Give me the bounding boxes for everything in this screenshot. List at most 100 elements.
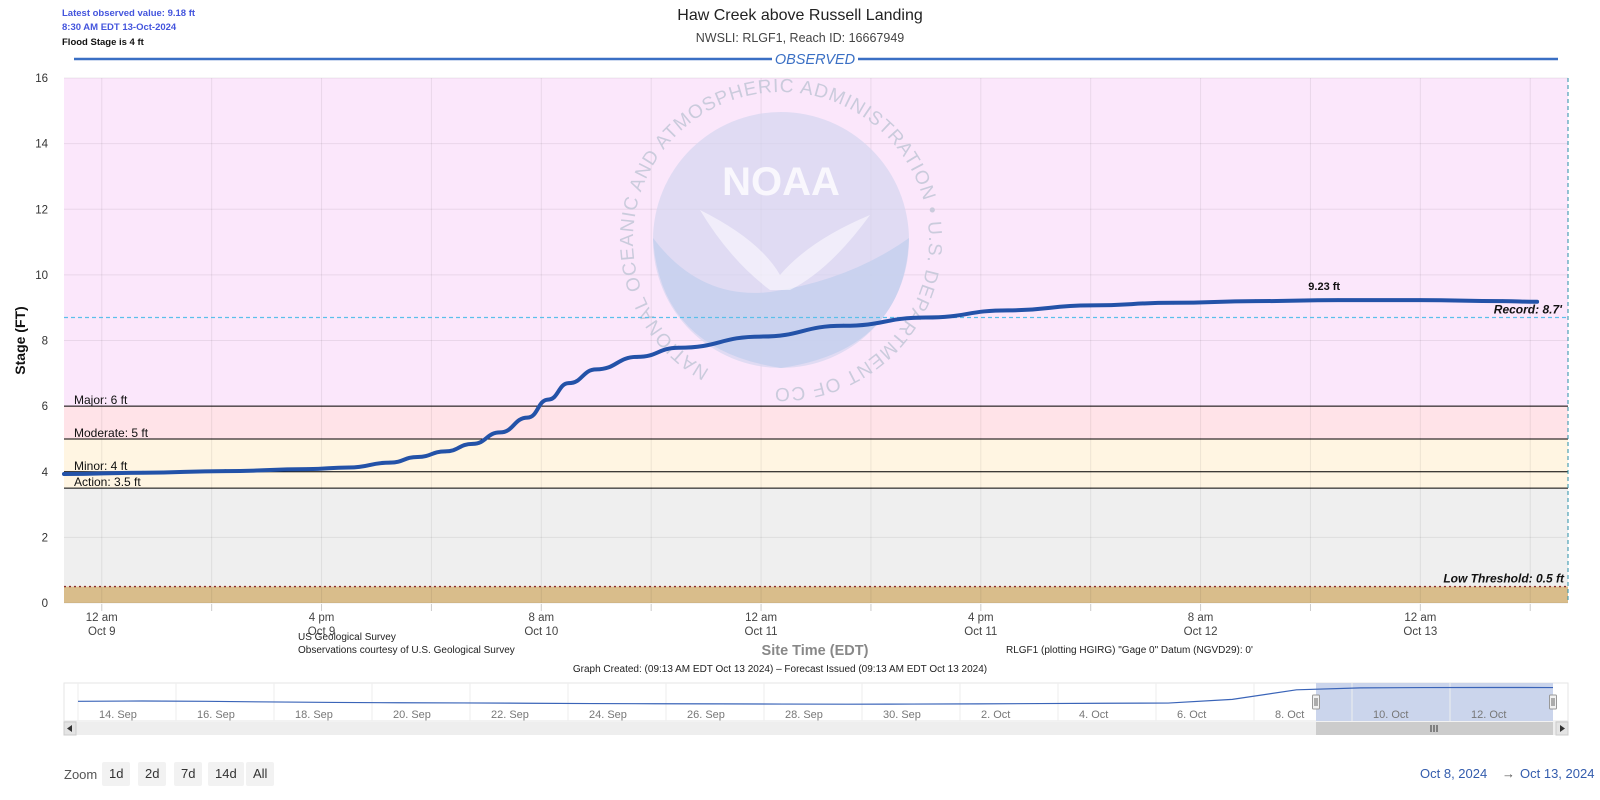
chart-subtitle: NWSLI: RLGF1, Reach ID: 16667949 [695,31,905,45]
navigator-date-label: 18. Sep [295,709,333,721]
navigator-series-line [77,686,1554,705]
y-tick-label: 2 [42,532,48,544]
x-tick-label-time: 4 pm [309,612,335,624]
navigator-date-label: 16. Sep [197,709,235,721]
latest-value-text: Latest observed value: 9.18 ft [62,8,196,19]
navigator-date-label: 20. Sep [393,709,431,721]
y-axis-label: Stage (FT) [12,306,28,374]
stage-data-point [1253,299,1258,303]
range-arrow: → [1502,766,1515,781]
stage-data-point [141,470,145,475]
y-tick-label: 8 [42,336,48,348]
threshold-label-minor: Minor: 4 ft [74,459,128,473]
latest-time-text: 8:30 AM EDT 13-Oct-2024 [62,22,177,33]
stage-data-point [62,472,66,476]
zoom-label: Zoom [64,767,98,782]
zoom-14d-button[interactable]: 14d [208,762,244,786]
stage-data-point [525,415,530,420]
navigator-date-label: 10. Oct [1373,709,1408,721]
low-zone [64,586,1568,603]
x-tick-label-date: Oct 13 [1403,626,1437,638]
navigator-date-label: 4. Oct [1079,709,1108,721]
threshold-label-moderate: Moderate: 5 ft [74,426,149,440]
x-tick-label-time: 12 am [745,612,777,624]
stage-data-point [415,455,420,459]
y-tick-label: 4 [42,467,49,479]
noaa-logo-text: NOAA [722,160,840,204]
stage-data-point [1006,308,1011,313]
noaa-logo-wave [653,238,909,368]
stage-data-point [305,467,310,471]
stage-data-point [347,465,351,470]
x-tick-label-date: Oct 12 [1184,626,1218,638]
stage-data-point [470,442,475,446]
noaa-logo-gull [700,210,870,290]
navigator-date-label: 28. Sep [785,709,823,721]
stage-data-point [759,334,763,339]
x-tick-label-date: Oct 11 [964,626,997,638]
navigator-date-label: 30. Sep [883,709,921,721]
x-tick-label-time: 8 am [1188,612,1214,624]
x-tick-label-date: Oct 10 [524,626,558,638]
stage-data-point [443,449,447,454]
stage-data-point [566,381,571,385]
range-to[interactable]: Oct 13, 2024 [1520,766,1595,781]
stage-data-point [1336,298,1340,302]
stage-data-point [841,323,846,328]
navigator-selection[interactable] [1316,683,1553,721]
y-tick-label: 12 [35,204,48,216]
x-tick-label-time: 12 am [1404,612,1436,624]
range-from[interactable]: Oct 8, 2024 [1420,766,1488,781]
x-tick-label-time: 8 am [529,612,555,624]
zoom-all-button[interactable]: All [246,762,275,786]
stage-data-point [1500,299,1505,303]
flood-stage-text: Flood Stage is 4 ft [62,37,144,48]
record-label: Record: 8.7' [1494,303,1563,317]
navigator-date-label: 8. Oct [1275,709,1304,721]
action-zone [64,488,1568,587]
moderate-flood-zone [64,406,1568,439]
chart-title: Haw Creek above Russell Landing [677,7,923,24]
stage-data-point [1418,298,1423,302]
stage-data-point [1088,303,1093,308]
navigator-date-label: 24. Sep [589,709,627,721]
stage-data-point [223,469,228,473]
source-usgs-text: US Geological Survey [298,632,396,643]
x-tick-label-date: Oct 9 [88,626,115,638]
y-tick-label: 0 [42,598,48,610]
navigator-right-handle[interactable] [1549,694,1557,710]
low-threshold-label: Low Threshold: 0.5 ft [1443,572,1565,586]
minor-flood-zone [64,438,1568,489]
stage-data-point [1171,300,1175,305]
stage-data-point [498,430,502,435]
observed-banner-text: OBSERVED [775,52,855,68]
navigator-date-label: 2. Oct [981,709,1010,721]
navigator-date-label: 14. Sep [99,709,137,721]
navigator-date-label: 6. Oct [1177,709,1206,721]
scroll-left-arrow-icon [67,725,72,732]
stage-data-point [388,460,393,465]
stage-series-line [62,298,1540,477]
stage-data-point [924,315,928,320]
scroll-right-arrow-icon [1560,725,1565,732]
stage-data-point [1535,299,1539,304]
zoom-1d-button[interactable]: 1d [102,762,131,786]
y-tick-label: 14 [35,139,48,151]
stage-data-point [635,355,640,359]
navigator-date-label: 22. Sep [491,709,529,721]
y-tick-label: 6 [42,401,48,413]
zoom-2d-button[interactable]: 2d [138,762,167,786]
stage-data-point [546,397,550,402]
datum-text: RLGF1 (plotting HGIRG) "Gage 0" Datum (N… [1006,645,1253,656]
x-tick-label-date: Oct 9 [308,626,335,638]
stage-data-point [594,367,599,372]
y-tick-label: 16 [35,73,48,85]
threshold-label-major: Major: 6 ft [74,393,128,407]
navigator-left-handle[interactable] [1312,694,1320,710]
graph-created-text: Graph Created: (09:13 AM EDT Oct 13 2024… [572,664,988,675]
x-tick-label-time: 12 am [86,612,118,624]
scrollbar-track[interactable] [64,722,1568,735]
zoom-7d-button[interactable]: 7d [174,762,203,786]
